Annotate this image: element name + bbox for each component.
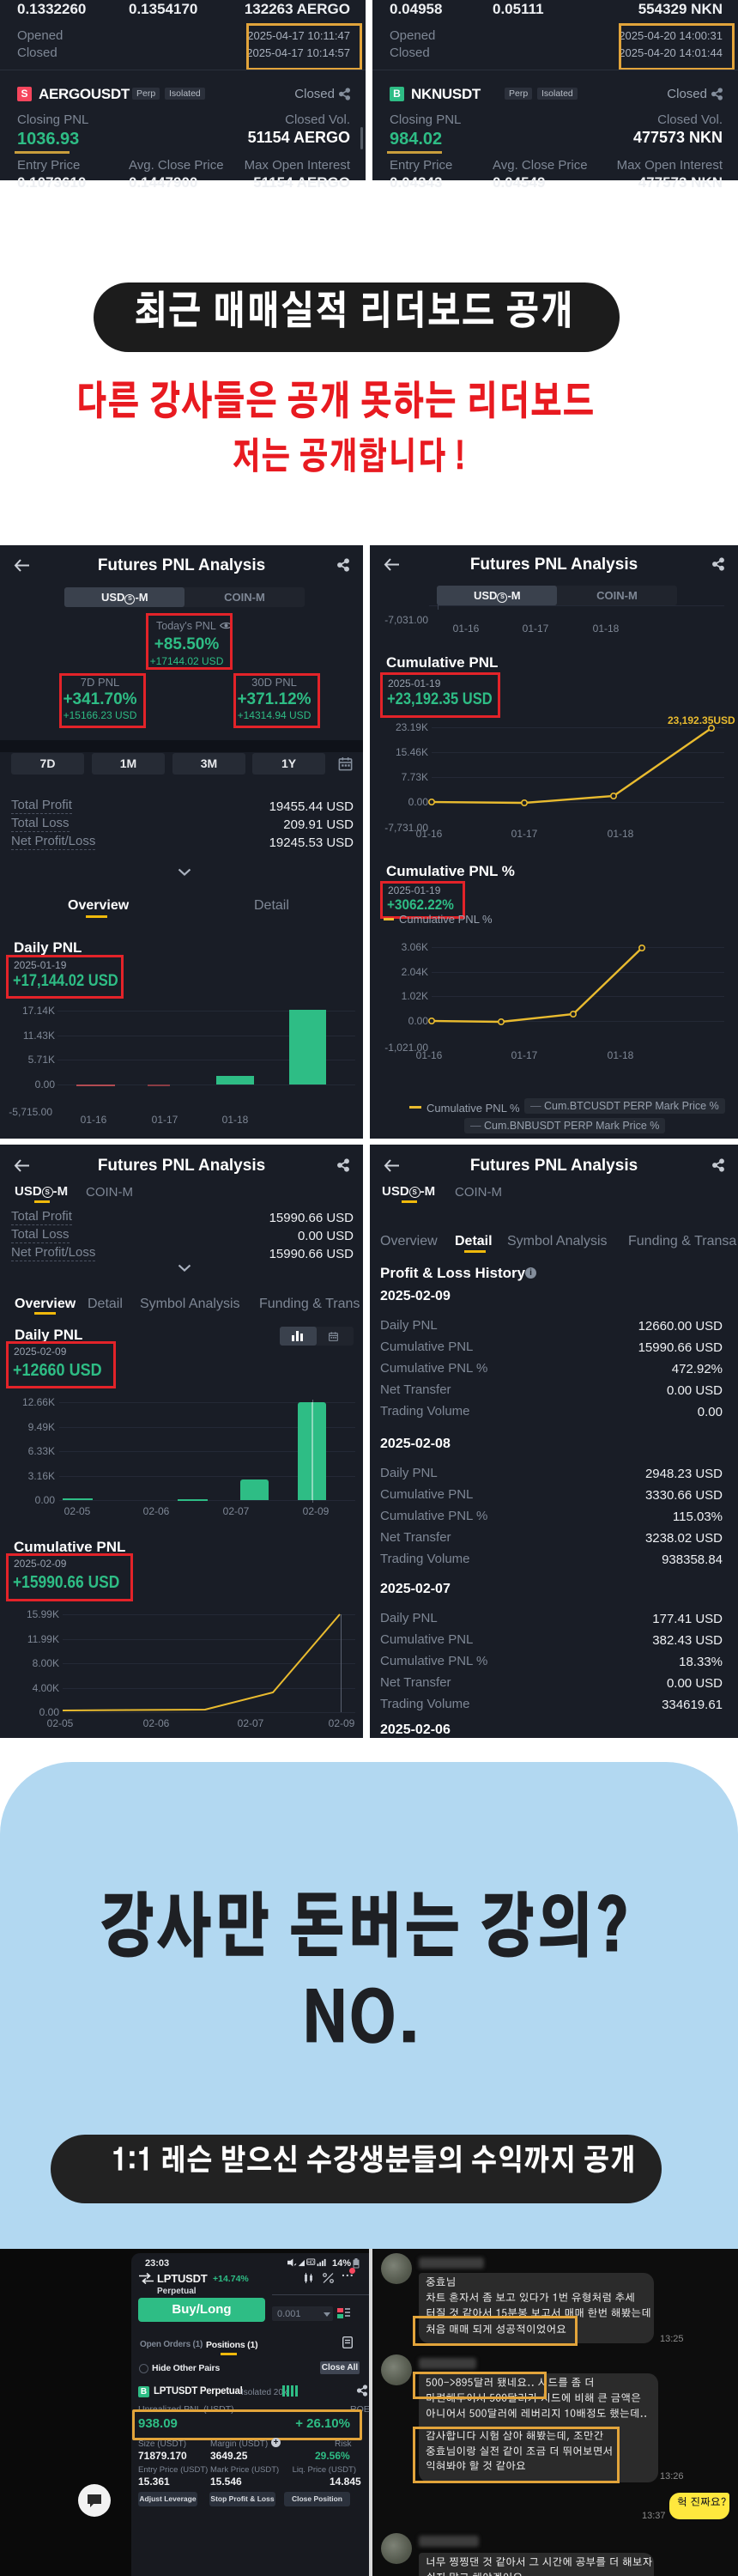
svg-text:HD: HD (307, 2261, 314, 2266)
